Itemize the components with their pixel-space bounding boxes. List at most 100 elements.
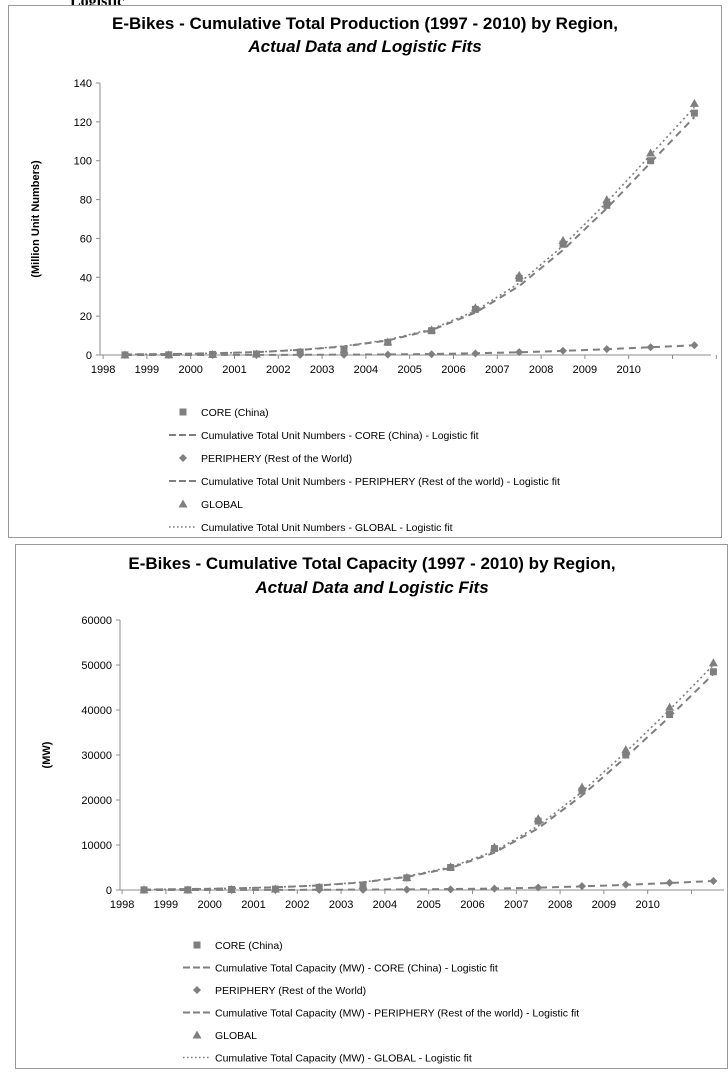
data-point-triangle xyxy=(558,235,568,244)
data-point-triangle xyxy=(164,350,174,359)
chart-title: E-Bikes - Cumulative Total Production (1… xyxy=(112,14,618,33)
data-point-triangle xyxy=(358,880,368,889)
x-tick-label: 1999 xyxy=(154,899,178,911)
chart-subtitle: Actual Data and Logistic Fits xyxy=(254,578,488,597)
data-point-square xyxy=(603,201,611,209)
data-point-triangle xyxy=(270,884,280,893)
data-point-triangle xyxy=(602,195,612,204)
data-point-triangle xyxy=(402,872,412,881)
y-tick-label: 120 xyxy=(74,117,92,129)
y-tick-label: 50000 xyxy=(81,660,112,672)
legend-swatch-diamond xyxy=(179,454,187,462)
y-tick-label: 0 xyxy=(106,885,112,897)
legend-label: Cumulative Total Unit Numbers - GLOBAL -… xyxy=(201,522,453,534)
data-point-triangle xyxy=(208,349,218,358)
legend-label: GLOBAL xyxy=(215,1030,257,1042)
data-point-diamond xyxy=(646,343,655,352)
data-point-triangle xyxy=(665,702,675,711)
production-chart: E-Bikes - Cumulative Total Production (1… xyxy=(30,14,717,534)
data-point-square xyxy=(690,109,698,117)
y-axis-label: (MW) xyxy=(41,741,53,768)
x-tick-label: 2005 xyxy=(416,899,440,911)
x-tick-label: 2009 xyxy=(592,899,616,911)
data-point-diamond xyxy=(621,880,630,889)
y-tick-label: 20 xyxy=(80,311,92,323)
legend-label: Cumulative Total Unit Numbers - PERIPHER… xyxy=(201,476,560,488)
data-point-diamond xyxy=(402,885,411,894)
fit-line-dot xyxy=(143,664,714,891)
fit-line-dash xyxy=(124,116,696,356)
fit-line-dot xyxy=(124,106,695,356)
x-tick-label: 2001 xyxy=(241,899,265,911)
chart-subtitle: Actual Data and Logistic Fits xyxy=(247,37,481,56)
data-point-triangle xyxy=(120,350,130,359)
y-tick-label: 60 xyxy=(80,233,92,245)
x-tick-label: 2000 xyxy=(197,899,221,911)
data-point-diamond xyxy=(446,885,455,894)
data-point-square xyxy=(709,668,717,676)
data-point-diamond xyxy=(490,884,499,893)
data-point-triangle xyxy=(621,745,631,754)
y-tick-label: 140 xyxy=(74,78,92,90)
data-point-diamond xyxy=(690,341,699,350)
legend-label: GLOBAL xyxy=(201,499,243,511)
data-point-diamond xyxy=(515,348,524,357)
x-tick-label: 2002 xyxy=(266,364,290,376)
x-tick-label: 2004 xyxy=(354,364,378,376)
data-point-triangle xyxy=(183,885,193,894)
data-point-diamond xyxy=(471,349,480,358)
x-tick-label: 2003 xyxy=(310,364,334,376)
x-tick-label: 2001 xyxy=(222,364,246,376)
fit-line-dash xyxy=(124,344,695,356)
capacity-chart-panel: E-Bikes - Cumulative Total Capacity (199… xyxy=(15,544,728,1069)
data-point-diamond xyxy=(534,883,543,892)
y-axis-label: (Million Unit Numbers) xyxy=(30,160,42,278)
x-tick-label: 1999 xyxy=(135,364,159,376)
y-tick-label: 40000 xyxy=(81,705,112,717)
x-tick-label: 2010 xyxy=(635,899,659,911)
legend-label: Cumulative Total Capacity (MW) - CORE (C… xyxy=(215,963,498,975)
data-point-triangle xyxy=(427,325,437,334)
legend-swatch-triangle xyxy=(178,499,188,508)
y-tick-label: 30000 xyxy=(81,750,112,762)
legend-label: CORE (China) xyxy=(201,407,269,419)
chart-title: E-Bikes - Cumulative Total Capacity (199… xyxy=(128,554,615,573)
x-tick-label: 2004 xyxy=(373,899,397,911)
x-tick-label: 2006 xyxy=(441,364,465,376)
y-tick-label: 20000 xyxy=(81,795,112,807)
x-tick-label: 2007 xyxy=(485,364,509,376)
x-tick-label: 1998 xyxy=(110,899,134,911)
legend-label: CORE (China) xyxy=(215,940,283,952)
legend-label: PERIPHERY (Rest of the World) xyxy=(201,453,352,465)
legend-label: Cumulative Total Unit Numbers - CORE (Ch… xyxy=(201,430,479,442)
y-tick-label: 100 xyxy=(74,156,92,168)
data-point-triangle xyxy=(339,345,349,354)
fit-line-dash xyxy=(143,880,714,891)
x-tick-label: 2009 xyxy=(573,364,597,376)
data-point-triangle xyxy=(295,347,305,356)
y-tick-label: 10000 xyxy=(81,840,112,852)
data-point-diamond xyxy=(665,878,674,887)
production-chart-panel: E-Bikes - Cumulative Total Production (1… xyxy=(8,5,722,538)
fit-line-dash xyxy=(143,673,715,891)
legend-swatch-square xyxy=(179,408,187,416)
data-point-triangle xyxy=(446,862,456,871)
data-point-diamond xyxy=(578,882,586,891)
x-tick-label: 2008 xyxy=(529,364,553,376)
data-point-square xyxy=(559,240,567,248)
x-tick-label: 2000 xyxy=(178,364,202,376)
data-point-triangle xyxy=(533,814,543,823)
data-point-square xyxy=(578,787,586,795)
data-point-square xyxy=(666,711,674,718)
data-point-triangle xyxy=(227,884,237,893)
legend-label: PERIPHERY (Rest of the World) xyxy=(215,985,366,997)
data-point-diamond xyxy=(383,350,392,359)
data-point-triangle xyxy=(689,98,699,107)
x-tick-label: 2010 xyxy=(616,364,640,376)
capacity-chart: E-Bikes - Cumulative Total Capacity (199… xyxy=(41,554,724,1065)
legend-label: Cumulative Total Capacity (MW) - GLOBAL … xyxy=(215,1053,472,1065)
x-tick-label: 2005 xyxy=(397,364,421,376)
x-tick-label: 2006 xyxy=(460,899,484,911)
x-tick-label: 2008 xyxy=(548,899,572,911)
legend-swatch-triangle xyxy=(192,1030,202,1039)
